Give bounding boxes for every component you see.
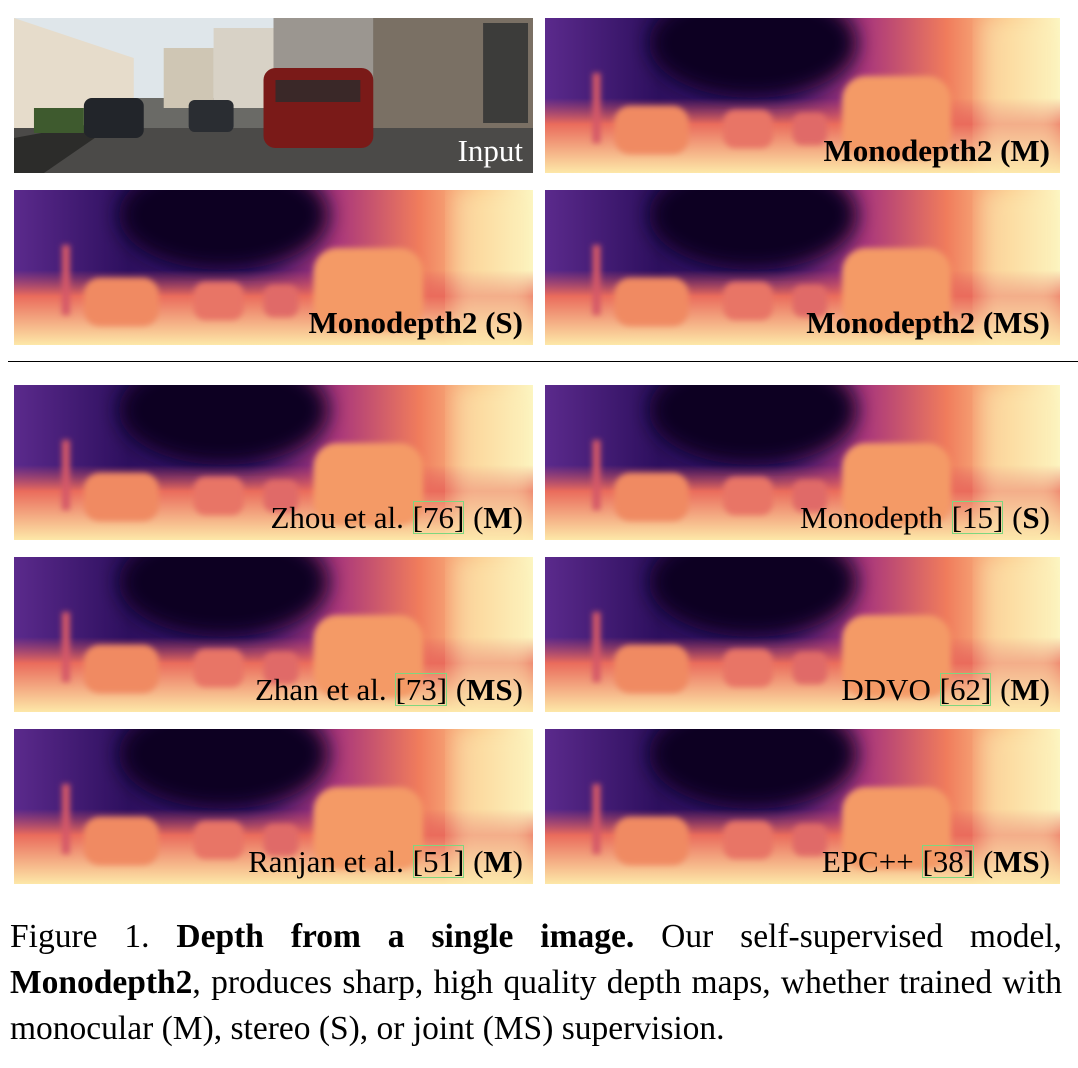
figure-caption: Figure 1. Depth from a single image. Our… <box>10 914 1062 1052</box>
panel-label: Zhan et al. [73] (MS) <box>255 672 523 708</box>
depth-map <box>545 385 1060 540</box>
depth-map <box>14 385 533 540</box>
text: Ranjan et al. <box>248 844 412 879</box>
text: Figure 1. <box>10 918 177 955</box>
panel-label: Input <box>458 133 523 169</box>
depth-panel: Zhou et al. [76] (M) <box>14 385 533 540</box>
text: ) <box>1039 672 1050 707</box>
depth-map <box>14 557 533 712</box>
panel-label: Monodepth2 (M) <box>824 133 1050 169</box>
text: ( <box>1004 500 1023 535</box>
text: ( <box>465 844 484 879</box>
text: ) <box>512 500 523 535</box>
text: ) <box>1039 500 1050 535</box>
depth-panel: Monodepth2 (MS) <box>545 190 1060 345</box>
input-photo <box>14 18 533 173</box>
bold-text: MS <box>993 844 1040 879</box>
depth-map <box>14 729 533 884</box>
bold-text: Monodepth2 (S) <box>308 305 523 340</box>
panel-label: EPC++ [38] (MS) <box>822 844 1050 880</box>
depth-panel: Monodepth2 (M) <box>545 18 1060 173</box>
citation: [38] <box>922 844 975 879</box>
depth-map <box>545 557 1060 712</box>
citation: [73] <box>395 672 448 707</box>
depth-map <box>545 190 1060 345</box>
depth-panel: Ranjan et al. [51] (M) <box>14 729 533 884</box>
depth-map <box>14 190 533 345</box>
text: Input <box>457 133 523 168</box>
depth-panel: EPC++ [38] (MS) <box>545 729 1060 884</box>
text: Our self-supervised model, <box>634 918 1062 955</box>
bold-text: S <box>1022 500 1040 535</box>
bold-text: M <box>1010 672 1040 707</box>
depth-panel: Monodepth2 (S) <box>14 190 533 345</box>
text: ( <box>992 672 1011 707</box>
panel-label: DDVO [62] (M) <box>841 672 1050 708</box>
text: Monodepth <box>800 500 951 535</box>
text: ) <box>512 844 523 879</box>
panel-label: Monodepth2 (MS) <box>806 305 1050 341</box>
bold-text: M <box>483 500 513 535</box>
citation: [76] <box>412 500 465 535</box>
bold-text: Depth from a single image. <box>176 918 635 955</box>
text: Zhou et al. <box>270 500 412 535</box>
depth-map <box>545 18 1060 173</box>
text: Zhan et al. <box>254 672 395 707</box>
panel-label: Zhou et al. [76] (M) <box>270 500 523 536</box>
text: ) <box>512 672 523 707</box>
text: ( <box>465 500 484 535</box>
panel-label: Monodepth [15] (S) <box>800 500 1050 536</box>
bold-text: Monodepth2 (M) <box>823 133 1050 168</box>
panel-label: Monodepth2 (S) <box>309 305 523 341</box>
depth-map <box>545 729 1060 884</box>
text: ( <box>975 844 994 879</box>
depth-panel: Zhan et al. [73] (MS) <box>14 557 533 712</box>
text: DDVO <box>841 672 939 707</box>
text: ( <box>448 672 467 707</box>
depth-panel: Monodepth [15] (S) <box>545 385 1060 540</box>
bold-text: Monodepth2 <box>10 964 193 1001</box>
input-panel: Input <box>14 18 533 173</box>
citation: [51] <box>412 844 465 879</box>
text: , produces sharp, high quality depth map… <box>10 964 1062 1047</box>
bold-text: MS <box>466 672 513 707</box>
bold-text: Monodepth2 (MS) <box>806 305 1050 340</box>
panel-label: Ranjan et al. [51] (M) <box>248 844 523 880</box>
citation: [15] <box>951 500 1004 535</box>
text: EPC++ <box>821 844 922 879</box>
depth-panel: DDVO [62] (M) <box>545 557 1060 712</box>
citation: [62] <box>939 672 992 707</box>
separator <box>8 361 1078 362</box>
bold-text: M <box>483 844 513 879</box>
text: ) <box>1039 844 1050 879</box>
